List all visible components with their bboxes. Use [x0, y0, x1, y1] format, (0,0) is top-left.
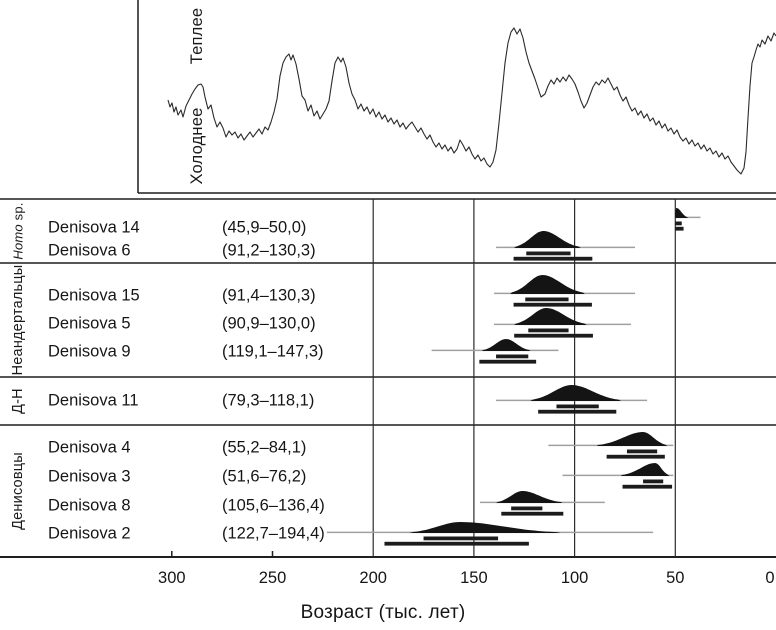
x-axis-title: Возраст (тыс. лет): [300, 602, 466, 623]
specimen-name: Denisova 8: [48, 496, 131, 515]
specimen-name: Denisova 4: [48, 438, 131, 457]
density-curve-denisova-2: [409, 522, 561, 533]
ci95-bar-denisova-11: [538, 409, 617, 414]
specimen-name: Denisova 6: [48, 241, 131, 260]
specimen-name: Denisova 15: [48, 286, 140, 305]
specimen-name: Denisova 11: [48, 391, 139, 410]
ci68-bar-denisova-4: [626, 449, 658, 454]
group-label-1: Homo sp.: [10, 202, 26, 260]
specimen-age-range: (119,1–147,3): [222, 342, 324, 361]
specimen-name: Denisova 14: [48, 218, 140, 237]
x-tick-label-150: 150: [460, 569, 488, 587]
group-label-4: Денисовцы: [9, 452, 26, 530]
density-curve-denisova-6: [514, 231, 581, 248]
ci95-bar-denisova-6: [513, 256, 593, 261]
specimen-age-range: (79,3–118,1): [222, 391, 315, 410]
specimen-name: Denisova 9: [48, 342, 131, 361]
ci68-bar-denisova-9: [496, 354, 529, 359]
density-curve-denisova-3: [620, 463, 670, 476]
x-tick-label-0: 0: [765, 569, 775, 587]
ci68-bar-denisova-15: [525, 297, 569, 302]
specimen-age-range: (91,2–130,3): [222, 241, 316, 260]
specimen-age-range: (45,9–50,0): [222, 218, 307, 237]
specimen-age-range: (122,7–194,4): [222, 524, 325, 543]
specimen-age-range: (90,9–130,0): [222, 314, 316, 333]
x-tick-label-100: 100: [560, 569, 589, 587]
ci95-bar-denisova-2: [384, 541, 529, 546]
specimen-age-range: (91,4–130,3): [222, 286, 316, 305]
specimen-name: Denisova 5: [48, 314, 131, 333]
density-curve-denisova-4: [596, 432, 668, 446]
density-curve-denisova-11: [530, 385, 621, 401]
density-curve-denisova-14: [674, 208, 688, 218]
ci95-bar-denisova-3: [622, 484, 673, 489]
density-curve-denisova-9: [482, 339, 531, 351]
density-curve-denisova-5: [514, 308, 587, 325]
specimen-age-range: (105,6–136,4): [222, 496, 325, 515]
ci95-bar-denisova-9: [479, 359, 537, 364]
group-label-rest: sp.: [10, 202, 26, 225]
x-tick-label-250: 250: [258, 569, 287, 587]
ci95-bar-denisova-15: [513, 302, 592, 307]
ci68-bar-denisova-5: [528, 328, 569, 333]
density-curve-denisova-8: [496, 491, 563, 503]
x-tick-label-300: 300: [158, 569, 186, 587]
specimen-name: Denisova 2: [48, 524, 131, 543]
ci68-bar-denisova-6: [526, 251, 571, 256]
climate-warmer-label: Теплее: [187, 7, 206, 65]
ci68-bar-denisova-8: [511, 506, 543, 511]
x-tick-label-200: 200: [359, 569, 387, 587]
climate-colder-label: Холоднее: [187, 107, 206, 185]
group-label-3: Д-Н: [9, 388, 26, 414]
density-curve-denisova-15: [510, 275, 585, 294]
ci68-bar-denisova-2: [423, 536, 499, 541]
climate-curve: [167, 27, 776, 175]
ci95-bar-denisova-4: [606, 454, 665, 459]
ci68-bar-denisova-3: [643, 479, 664, 484]
ci95-bar-denisova-5: [514, 333, 593, 338]
specimen-name: Denisova 3: [48, 467, 131, 486]
ci68-bar-denisova-14: [675, 221, 682, 226]
group-label-italic: Homo: [10, 224, 26, 260]
ci95-bar-denisova-8: [501, 511, 564, 516]
group-label-2: Неандертальцы: [9, 264, 26, 376]
ci68-bar-denisova-11: [556, 404, 599, 409]
x-tick-label-50: 50: [666, 569, 685, 587]
specimen-age-range: (55,2–84,1): [222, 438, 307, 457]
ci95-bar-denisova-14: [675, 226, 684, 231]
specimen-age-range: (51,6–76,2): [222, 467, 307, 486]
